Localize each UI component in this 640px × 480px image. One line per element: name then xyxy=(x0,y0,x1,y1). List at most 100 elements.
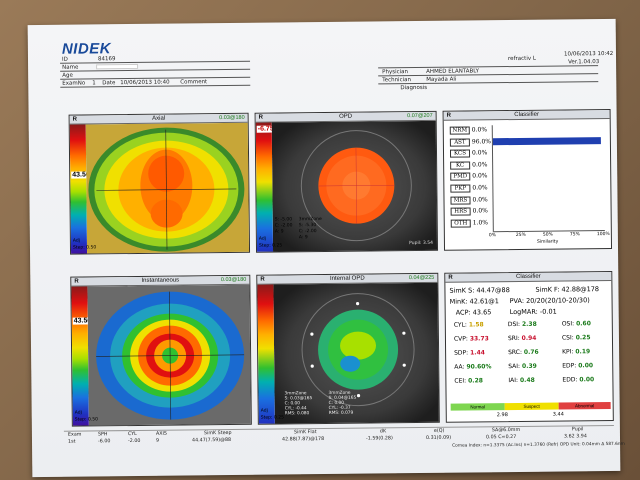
index-item: CSI: 0.25 xyxy=(562,334,591,341)
panel-title: OPD xyxy=(339,113,353,120)
index-item: SAI: 0.39 xyxy=(508,363,537,370)
date-label: Date xyxy=(102,80,116,87)
classifier-pct: 0.0% xyxy=(472,184,488,192)
similarity-tick: 25% xyxy=(515,232,526,238)
opd-c: C: -2.00 xyxy=(274,223,293,229)
classifier-pct: 0.0% xyxy=(472,172,488,180)
footer-cyl-val: -2.00 xyxy=(127,438,141,445)
eye-label: R xyxy=(448,274,453,281)
device-name: refractiv L xyxy=(508,55,536,63)
classifier-code: HRS xyxy=(450,207,471,216)
index-key: SDP: xyxy=(454,349,469,357)
simk-s: SimK S: 44.47@88 xyxy=(449,286,510,295)
color-scale xyxy=(255,122,274,252)
index-item: IAI: 0.48 xyxy=(508,377,534,384)
index-key: AA: xyxy=(454,363,465,371)
exam-value: 1 xyxy=(92,80,96,87)
index-value: 0.76 xyxy=(523,348,539,356)
threshold-2: 3.44 xyxy=(552,411,564,418)
similarity-tick: 100% xyxy=(596,232,610,238)
index-value: 90.60% xyxy=(466,363,492,371)
footer-sa-label: SA@6.0mm xyxy=(491,427,521,434)
step-label: Step: 0.25 xyxy=(260,415,285,421)
classifier-code: PKP xyxy=(450,184,471,193)
footer-sa-val: 0.05 C=0.27 xyxy=(485,434,517,441)
normal-band: Normal xyxy=(450,403,505,411)
footer-pupil-label: Pupil xyxy=(571,427,584,433)
classifier-row: HRS 0.0% xyxy=(450,207,488,216)
panel-title: Classifier xyxy=(515,273,541,280)
comment-label: Comment xyxy=(180,79,208,86)
classifier-pct: 1.0% xyxy=(472,219,489,227)
step-label: Step: 0.50 xyxy=(74,417,99,423)
index-value: 0.28 xyxy=(468,377,483,385)
index-item: DSI: 2.38 xyxy=(508,321,537,328)
index-value: 0.00 xyxy=(578,362,594,370)
corneal-map xyxy=(85,122,251,255)
mink: MinK: 42.61@1 xyxy=(449,297,499,306)
footer-simk-steep-val: 44.47(7.59)@88 xyxy=(191,437,232,444)
classifier-row: PKP 0.0% xyxy=(450,184,488,193)
opd-s2: S: -5.30 xyxy=(298,223,317,229)
panel-title: Classifier xyxy=(514,111,539,119)
index-value: 1.58 xyxy=(468,321,484,329)
footer-dk-label: dK xyxy=(379,429,387,435)
index-value: 0.25 xyxy=(575,334,591,342)
similarity-tick: 0% xyxy=(488,233,497,239)
index-item: KPI: 0.19 xyxy=(562,348,590,355)
eye-label: R xyxy=(72,116,78,123)
classifier-row: MRS 0.0% xyxy=(450,196,488,205)
index-item: CVP: 33.73 xyxy=(454,335,489,342)
classifier-code: MRS xyxy=(450,196,471,205)
index-key: IAI: xyxy=(508,376,519,385)
eye-label: R xyxy=(258,114,264,121)
internal-opd-eye-image xyxy=(273,282,440,425)
age-label: Age xyxy=(62,72,73,79)
footer-sph-label: SPH xyxy=(97,432,108,438)
color-scale xyxy=(257,284,275,424)
classifier-row: PMD 0.0% xyxy=(450,172,488,182)
instantaneous-map-panel: R Instantaneous 0.03@180 43.50 Adj Step: 0… xyxy=(70,274,252,427)
classifier-pct: 0.0% xyxy=(471,149,488,157)
classifier-similarity-panel: R Classifier NRM 0.0% AST 96.0% KCS 0.0% KC 0.0%… xyxy=(442,108,613,251)
index-item: AA: 90.60% xyxy=(454,363,491,370)
physician-value: AHMED ELANTABLY xyxy=(426,68,480,75)
mode-label: Adj xyxy=(258,236,267,242)
footer-dk-val: -1.59(0.28) xyxy=(365,436,393,442)
index-key: DSI: xyxy=(507,320,521,329)
index-value: 33.73 xyxy=(469,335,489,343)
classifier-code: KCS xyxy=(449,149,471,158)
index-value: 0.19 xyxy=(575,348,591,356)
classifier-pct: 0.0% xyxy=(472,161,488,169)
index-key: CEI: xyxy=(454,377,467,385)
classifier-code: NRM xyxy=(449,126,470,135)
index-key: OSI: xyxy=(561,320,575,328)
similarity-tick: 50% xyxy=(542,232,553,238)
index-key: EDD: xyxy=(562,376,578,384)
classifier-indices-panel: R Classifier SimK S: 44.47@88 SimK F: 42.… xyxy=(444,270,614,423)
eye-label: R xyxy=(260,276,265,283)
footer-simk-steep-label: SimK Steep xyxy=(203,430,232,437)
index-key: SAI: xyxy=(508,362,521,371)
technician-label: Technician xyxy=(382,77,412,84)
step-label: Step: 0.50 xyxy=(72,245,97,251)
panel-title: Axial xyxy=(152,115,166,122)
classifier-code: PMD xyxy=(450,172,471,182)
date-value: 10/06/2013 10:40 xyxy=(120,79,170,87)
simk-f: SimK F: 42.88@178 xyxy=(535,285,600,294)
footer-simk-flat-val: 42.88(7.87)@178 xyxy=(281,437,325,443)
mode-label: Adj xyxy=(260,408,268,414)
threshold-1: 2.98 xyxy=(496,412,508,419)
version: Ver.1.04.03 xyxy=(568,59,600,66)
index-item: EDP: 0.00 xyxy=(562,362,593,369)
axial-map-panel: R Axial 0.03@180 43.50 Adj Step: 0.50 xyxy=(68,112,251,255)
opd-a: A: 9 xyxy=(274,229,284,235)
classifier-row: OTH 1.0% xyxy=(450,219,489,228)
index-value: 1.44 xyxy=(470,349,485,357)
similarity-tick: 75% xyxy=(569,232,580,238)
classifier-row: NRM 0.0% xyxy=(449,126,487,135)
angle-readout: 0.03@180 xyxy=(219,114,245,122)
footer-exam-val: 1st xyxy=(67,439,76,445)
redacted-name xyxy=(96,63,139,70)
footer-pupil-val: 3.62 3.94 xyxy=(563,434,587,440)
